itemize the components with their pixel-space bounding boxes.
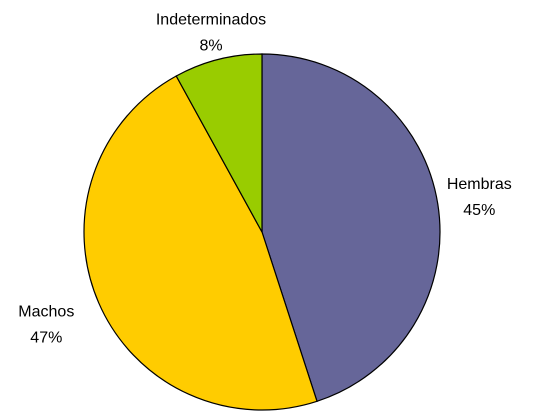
pie-slice [175,53,263,233]
value-label: 45% [463,202,495,219]
slice-label: Machos [18,304,74,321]
pie-slice [261,53,441,403]
slice-label: Hembras [447,176,512,193]
value-label: 47% [30,330,62,347]
value-label: 8% [199,38,222,55]
slice-label: Indeterminados [156,12,266,29]
pie-slice [83,75,318,411]
